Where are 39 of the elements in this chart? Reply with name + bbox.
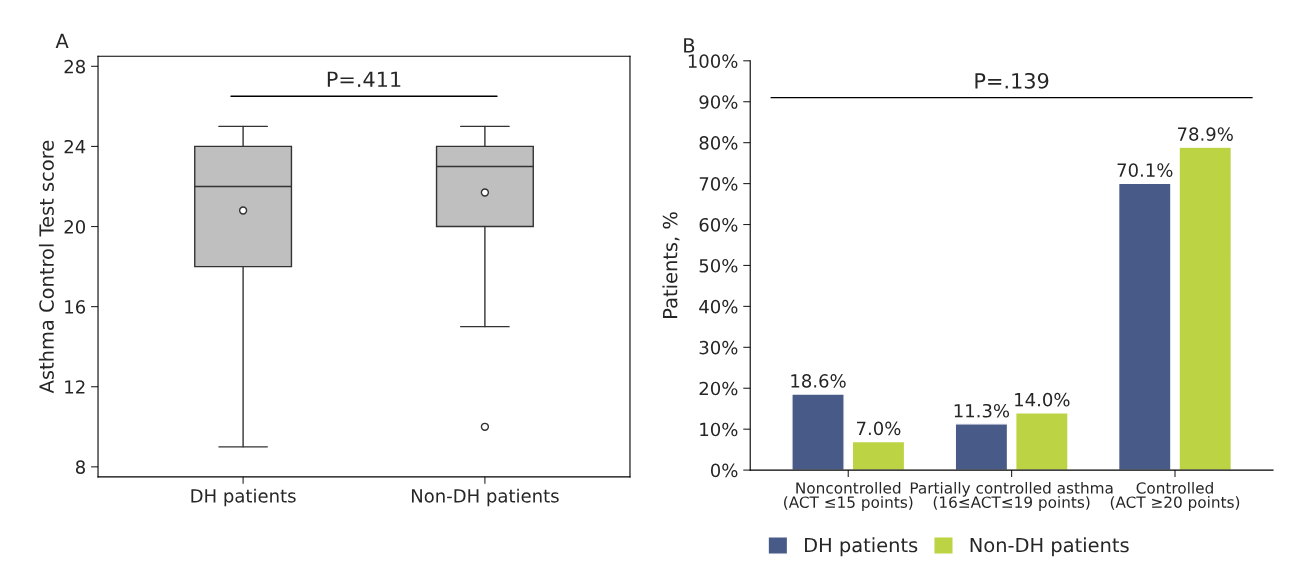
y-tick-label: 50% <box>699 258 738 273</box>
bar <box>1178 146 1233 471</box>
y-tick-label: 10% <box>700 422 738 437</box>
data-label: 7.0% <box>857 421 901 436</box>
y-tick-label: 24 <box>64 139 86 154</box>
y-tick-label: 16 <box>65 300 86 314</box>
data-label: 14.0% <box>1015 392 1070 407</box>
y-tick-label: 12 <box>65 380 85 394</box>
chart-title: A <box>55 33 69 48</box>
y-tick-label: 20 <box>64 219 86 234</box>
data-label: 18.6% <box>791 374 846 388</box>
y-axis-title: Asthma Control Test score <box>38 140 54 394</box>
bar <box>954 423 1009 471</box>
bar <box>1015 412 1069 471</box>
y-tick-label: 70% <box>699 177 738 191</box>
y-tick-label: 8 <box>75 460 85 474</box>
y-axis-title: Patients, % <box>662 212 680 318</box>
bar <box>791 393 845 471</box>
y-tick-label: 20% <box>699 381 738 396</box>
y-tick-label: 90% <box>699 95 738 109</box>
y-tick-label: 80% <box>699 136 738 150</box>
y-tick-label: 28 <box>64 59 85 74</box>
legend-label: Non-DH patients <box>970 537 1129 557</box>
data-label: 11.3% <box>954 403 1010 418</box>
chart-title: B <box>684 38 695 53</box>
y-tick-label: 30% <box>699 340 738 355</box>
y-tick-label: 100% <box>688 54 738 68</box>
annotation: P=.411 <box>327 71 401 87</box>
bar <box>851 440 906 471</box>
y-tick-label: 0% <box>710 463 738 478</box>
legend-label: DH patients <box>805 537 918 557</box>
x-tick-label: Non-DH patients <box>411 488 559 507</box>
data-label: 70.1% <box>1117 163 1173 177</box>
y-tick-label: 40% <box>699 299 738 314</box>
bar <box>1117 182 1172 471</box>
annotation: P=.139 <box>975 72 1049 89</box>
data-label: 78.9% <box>1178 127 1233 141</box>
x-tick-label: DH patients <box>191 488 296 507</box>
y-tick-label: 60% <box>699 217 738 232</box>
